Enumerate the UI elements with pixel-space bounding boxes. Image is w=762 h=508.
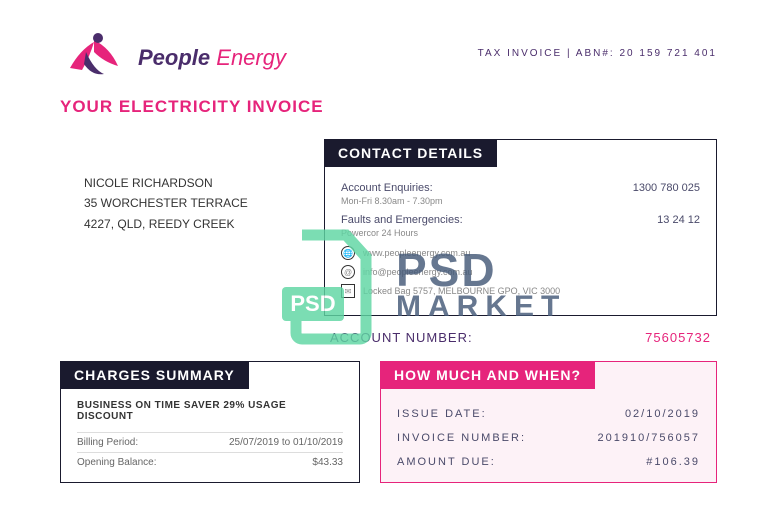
recipient-address: NICOLE RICHARDSON 35 WORCHESTER TERRACE … (84, 173, 304, 345)
enquiries-hours: Mon-Fri 8.30am - 7.30pm (341, 196, 700, 206)
how-much-box: HOW MUCH AND WHEN? ISSUE DATE: 02/10/2019… (380, 361, 717, 483)
discount-line: BUSINESS ON TIME SAVER 29% USAGE DISCOUN… (77, 400, 343, 422)
opening-balance: $43.33 (312, 457, 343, 468)
how-heading: HOW MUCH AND WHEN? (380, 361, 595, 389)
tax-invoice-line: TAX INVOICE | ABN#: 20 159 721 401 (478, 48, 717, 59)
recipient-name: NICOLE RICHARDSON (84, 173, 304, 193)
invoice-title: YOUR ELECTRICITY INVOICE (60, 97, 717, 117)
billing-period: 25/07/2019 to 01/10/2019 (229, 437, 343, 448)
faults-phone: 13 24 12 (657, 214, 700, 226)
enquiries-label: Account Enquiries: (341, 182, 433, 194)
contact-mail: Locked Bag 5757, MELBOURNE GPO, VIC 3000 (363, 286, 560, 296)
faults-label: Faults and Emergencies: (341, 214, 463, 226)
logo-icon (60, 30, 130, 85)
faults-sub: Powercor 24 Hours (341, 228, 700, 238)
brand-logo: People Energy (60, 30, 286, 85)
brand-name: People Energy (138, 45, 286, 71)
globe-icon: 🌐 (341, 246, 355, 260)
recipient-city: 4227, QLD, REEDY CREEK (84, 214, 304, 234)
account-label: ACCOUNT NUMBER: (330, 330, 473, 345)
charges-heading: CHARGES SUMMARY (60, 361, 249, 389)
amount-due: #106.39 (646, 456, 700, 468)
charges-summary-box: CHARGES SUMMARY BUSINESS ON TIME SAVER 2… (60, 361, 360, 483)
issue-date: 02/10/2019 (625, 408, 700, 420)
mail-icon: ✉ (341, 284, 355, 298)
contact-details-box: CONTACT DETAILS Account Enquiries: 1300 … (324, 139, 717, 316)
issue-date-label: ISSUE DATE: (397, 408, 487, 420)
contact-web: www.peopleenergy.com.au (363, 248, 470, 258)
account-value: 75605732 (645, 330, 711, 345)
recipient-street: 35 WORCHESTER TERRACE (84, 193, 304, 213)
enquiries-phone: 1300 780 025 (633, 182, 700, 194)
account-number-row: ACCOUNT NUMBER: 75605732 (324, 330, 717, 345)
contact-email: info@peopleenergy.com.au (363, 267, 473, 277)
invoice-number: 201910/756057 (598, 432, 700, 444)
opening-balance-label: Opening Balance: (77, 457, 157, 468)
contact-heading: CONTACT DETAILS (324, 139, 497, 167)
invoice-number-label: INVOICE NUMBER: (397, 432, 526, 444)
at-icon: @ (341, 265, 355, 279)
billing-period-label: Billing Period: (77, 437, 138, 448)
amount-due-label: AMOUNT DUE: (397, 456, 496, 468)
